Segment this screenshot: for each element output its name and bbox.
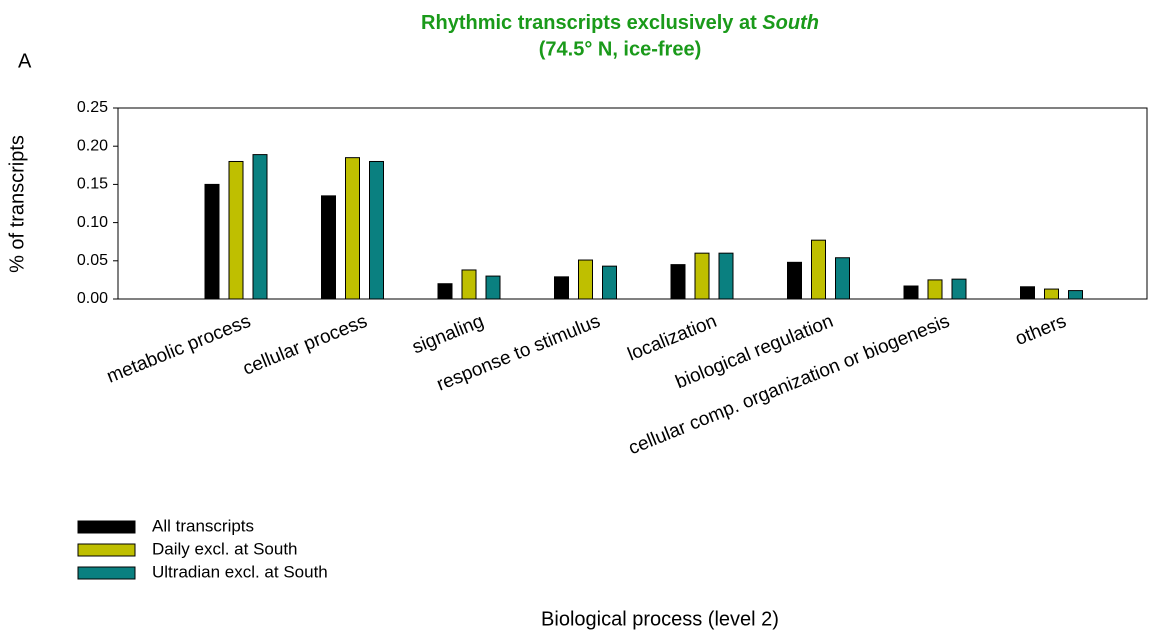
bar [461, 269, 477, 300]
bar [1068, 290, 1083, 300]
plot-frame [117, 107, 1148, 300]
x-tick-label: metabolic process [104, 311, 254, 388]
bar [718, 252, 734, 300]
legend-swatch [77, 520, 136, 534]
y-tick-label: 0.05 [77, 252, 108, 269]
bar [602, 265, 617, 300]
bar [903, 285, 919, 300]
title-text: Rhythmic transcripts exclusively at [421, 12, 757, 34]
bar [835, 257, 850, 300]
legend-swatch [77, 543, 136, 557]
chart-title: Rhythmic transcripts exclusively at Sout… [421, 12, 819, 34]
bar [228, 160, 244, 300]
bar [437, 283, 453, 300]
legend-label: Daily excl. at South [152, 539, 298, 558]
bar [369, 160, 384, 300]
title-emphasis: South [762, 12, 819, 34]
bar [787, 261, 802, 300]
x-tick-label: signaling [409, 311, 486, 359]
bar [485, 275, 501, 300]
bar [694, 252, 710, 300]
bar [578, 259, 593, 300]
panel-label: A [18, 50, 32, 72]
bar [204, 183, 220, 300]
bar [345, 157, 360, 300]
bar [554, 276, 569, 300]
legend-swatch [77, 566, 136, 580]
legend-label: All transcripts [152, 516, 254, 535]
y-tick-label: 0.20 [77, 137, 108, 154]
x-tick-label: localization [625, 311, 720, 366]
bar [811, 239, 826, 300]
x-tick-label: cellular process [240, 311, 370, 380]
y-tick-label: 0.10 [77, 214, 108, 231]
bar [321, 195, 336, 300]
y-tick-label: 0.15 [77, 176, 108, 193]
y-axis-label: % of transcripts [6, 135, 28, 273]
bar [951, 278, 967, 300]
bar [1020, 286, 1035, 300]
bar [927, 279, 943, 300]
x-tick-label: others [1012, 311, 1069, 350]
y-tick-label: 0.25 [77, 99, 108, 116]
chart-subtitle: (74.5° N, ice-free) [539, 38, 702, 60]
x-axis-label: Biological process (level 2) [541, 608, 779, 630]
y-tick-label: 0.00 [77, 290, 108, 307]
bar [1044, 288, 1059, 300]
bar [252, 154, 268, 300]
bar [670, 264, 686, 300]
legend-label: Ultradian excl. at South [152, 562, 328, 581]
